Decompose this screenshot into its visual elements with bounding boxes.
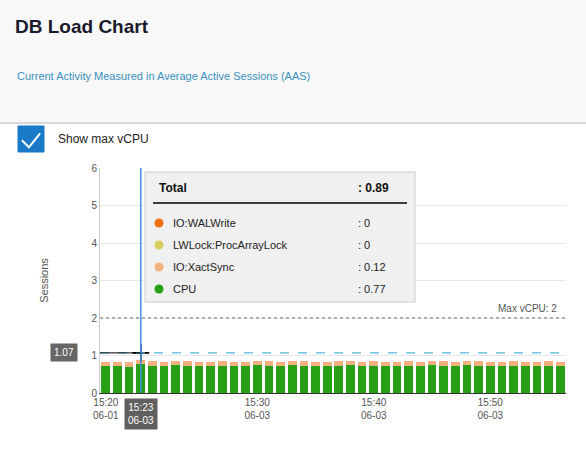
- svg-text:DB Load Chart: DB Load Chart: [15, 16, 149, 37]
- svg-text:IO:XactSync: IO:XactSync: [173, 261, 235, 273]
- svg-text:6: 6: [91, 163, 97, 174]
- svg-text:15:2306-03: 15:2306-03: [128, 402, 154, 426]
- svg-text:15:4006-03: 15:4006-03: [361, 397, 387, 421]
- svg-text:4: 4: [91, 238, 97, 249]
- svg-text:15:5006-03: 15:5006-03: [477, 397, 503, 421]
- svg-text:CPU: CPU: [173, 283, 196, 295]
- svg-text:Show max vCPU: Show max vCPU: [58, 132, 149, 146]
- svg-text:: 0.89: : 0.89: [358, 181, 389, 195]
- svg-text:Current Activity Measured in A: Current Activity Measured in Average Act…: [17, 70, 310, 82]
- svg-text:5: 5: [91, 200, 97, 211]
- svg-text:Total: Total: [159, 181, 187, 195]
- svg-text:IO:WALWrite: IO:WALWrite: [173, 217, 236, 229]
- svg-text:1.07: 1.07: [54, 347, 74, 358]
- svg-text:1: 1: [91, 350, 97, 361]
- svg-text:0: 0: [91, 388, 97, 399]
- svg-text:Max vCPU: 2: Max vCPU: 2: [498, 303, 557, 314]
- svg-text:: 0.77: : 0.77: [358, 283, 386, 295]
- svg-text:3: 3: [91, 275, 97, 286]
- svg-text:15:3006-03: 15:3006-03: [244, 397, 270, 421]
- svg-text:15:2006-01: 15:2006-01: [93, 397, 119, 421]
- svg-text:: 0: : 0: [358, 217, 370, 229]
- svg-text:2: 2: [91, 313, 97, 324]
- svg-text:: 0: : 0: [358, 239, 370, 251]
- svg-text:Sessions: Sessions: [38, 258, 50, 303]
- svg-text:LWLock:ProcArrayLock: LWLock:ProcArrayLock: [173, 239, 288, 251]
- svg-text:: 0.12: : 0.12: [358, 261, 386, 273]
